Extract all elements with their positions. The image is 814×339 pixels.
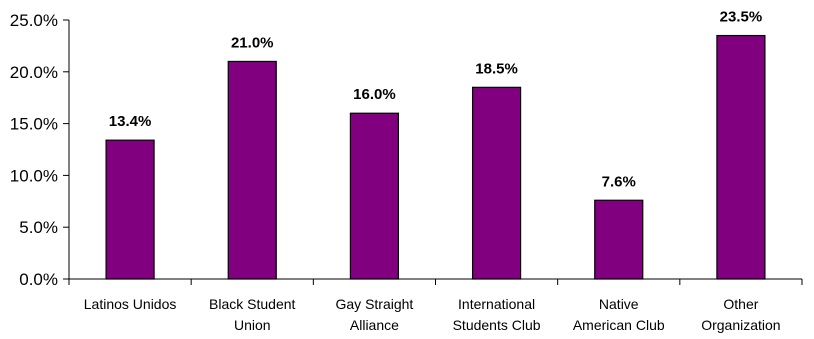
y-tick-label: 10.0% bbox=[10, 166, 58, 185]
category-label: Latinos Unidos bbox=[84, 296, 177, 312]
y-tick-label: 25.0% bbox=[10, 11, 58, 30]
category-label: Organization bbox=[701, 317, 780, 333]
category-label: Native bbox=[599, 296, 639, 312]
bar bbox=[227, 60, 277, 280]
category-label: Other bbox=[723, 296, 758, 312]
bar bbox=[349, 112, 400, 280]
bar bbox=[594, 199, 644, 280]
category-label: Union bbox=[234, 317, 271, 333]
data-label: 23.5% bbox=[720, 9, 763, 26]
bar bbox=[105, 139, 155, 280]
data-label: 16.0% bbox=[353, 86, 396, 103]
category-label: Black Student bbox=[209, 296, 295, 312]
x-axis: Latinos Unidos Black Student Union Gay Stra… bbox=[68, 278, 803, 333]
category-label: Alliance bbox=[350, 317, 399, 333]
data-label: 7.6% bbox=[602, 173, 636, 190]
data-label: 13.4% bbox=[109, 113, 152, 130]
data-label: 21.0% bbox=[231, 34, 274, 51]
category-label: International bbox=[458, 296, 535, 312]
y-tick-label: 0.0% bbox=[19, 270, 58, 289]
y-axis: 0.0% 5.0% 10.0% 15.0% 20.0% 25.0% bbox=[10, 11, 70, 289]
y-tick-label: 15.0% bbox=[10, 115, 58, 134]
bar bbox=[471, 86, 522, 280]
bar bbox=[716, 34, 766, 280]
category-label: American Club bbox=[573, 317, 665, 333]
data-label: 18.5% bbox=[475, 60, 518, 77]
data-labels: 13.4% 21.0% 16.0% 18.5% 7.6% 23.5% bbox=[109, 9, 762, 191]
category-label: Gay Straight bbox=[336, 296, 414, 312]
y-tick-label: 20.0% bbox=[10, 63, 58, 82]
y-tick-label: 5.0% bbox=[19, 218, 58, 237]
bars bbox=[105, 34, 766, 280]
category-label: Students Club bbox=[453, 317, 541, 333]
